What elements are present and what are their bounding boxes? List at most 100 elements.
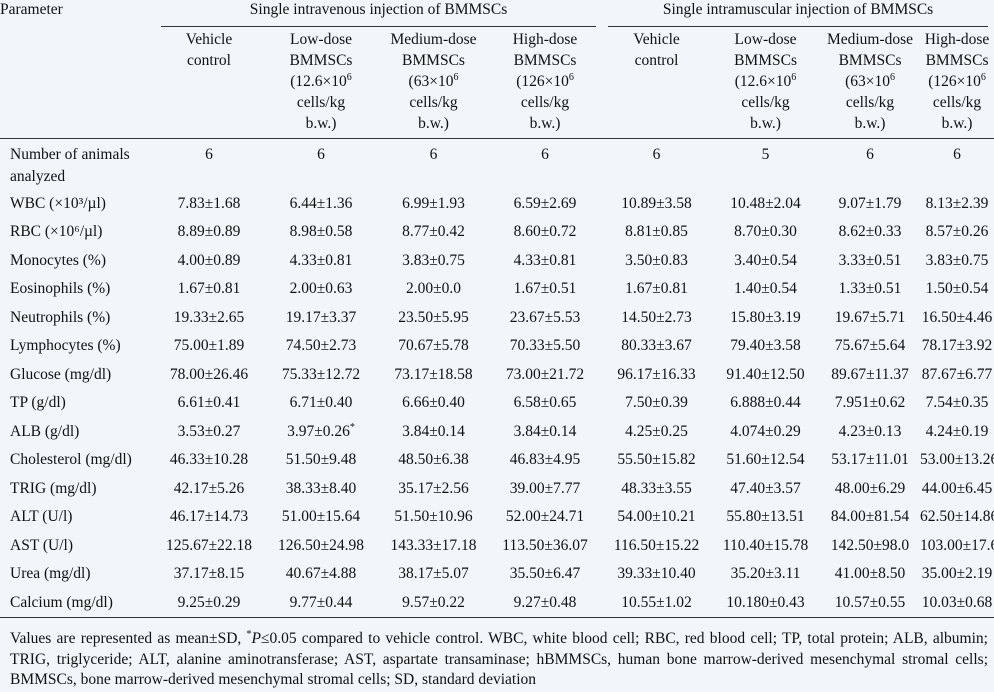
table-cell: 9.25±0.29 <box>177 593 241 611</box>
table-cell: 8.89±0.89 <box>177 223 241 240</box>
table-cell: 3.50±0.83 <box>625 251 688 269</box>
table-cell: 3.83±0.75 <box>925 251 989 269</box>
table-cell: 6 <box>429 145 438 163</box>
table-cell: 37.17±8.15 <box>173 565 245 582</box>
data-table: Parameter Single intravenous injection o… <box>0 0 994 618</box>
table-cell: 143.33±17.18 <box>390 536 477 554</box>
row-label: Urea (mg/dl) <box>10 565 91 582</box>
table-cell: 6.61±0.41 <box>177 394 241 411</box>
table-cell: 9.07±1.79 <box>838 194 902 212</box>
table-row: Urea (mg/dl) 37.17±8.15 40.67±4.88 38.17±5.… <box>0 560 994 589</box>
table-cell: 8.81±0.85 <box>625 223 688 240</box>
footnote-text: Values are represented as mean±SD, *P≤0.… <box>10 628 988 688</box>
table-cell: 8.57±0.26 <box>925 223 989 240</box>
table-cell: 3.84±0.14 <box>402 422 465 440</box>
table-cell: 47.40±3.57 <box>730 479 801 497</box>
table-cell: 70.33±5.50 <box>509 337 581 354</box>
table-cell: 73.17±18.58 <box>394 365 473 383</box>
table-cell: 6 <box>205 145 213 163</box>
column-header: Low-dose BMMSCs (12.6×106 cells/kg b.w.) <box>289 31 353 132</box>
table-cell: 55.80±13.51 <box>726 508 805 525</box>
table-cell: 126.50±24.98 <box>277 536 364 554</box>
header-divider <box>0 137 994 139</box>
table-row: Monocytes (%) 4.00±0.89 4.33±0.81 3.83±0.75… <box>0 247 994 276</box>
table-cell: 51.50±9.48 <box>285 451 357 468</box>
table-cell: 6 <box>652 145 661 163</box>
header-row-columns: Vehicle control Low-dose BMMSCs (12.6×106 cel… <box>0 29 994 138</box>
table-cell: 75.33±12.72 <box>281 365 361 383</box>
group-header-intravenous: Single intravenous injection of BMMSCs <box>155 0 602 29</box>
table-cell: 1.67±0.81 <box>177 280 241 297</box>
row-label: TP (g/dl) <box>10 394 66 411</box>
table-cell: 38.33±8.40 <box>285 479 357 497</box>
table-cell: 10.55±1.02 <box>621 593 692 611</box>
row-label: RBC (×10⁶/µl) <box>10 223 103 240</box>
table-cell: 6.59±2.69 <box>513 194 577 212</box>
table-cell: 110.40±15.78 <box>722 536 809 554</box>
table-cell: 48.00±6.29 <box>834 479 906 497</box>
table-cell: 35.17±2.56 <box>398 479 469 497</box>
table-cell: 15.80±3.19 <box>730 308 801 326</box>
table-cell: 80.33±3.67 <box>621 337 692 354</box>
column-header: Vehicle control <box>185 31 233 69</box>
row-label: ALB (g/dl) <box>10 422 80 440</box>
row-label: Neutrophils (%) <box>10 308 111 326</box>
table-cell: 52.00±24.71 <box>505 508 585 525</box>
table-cell: 62.50±14.86 <box>920 508 994 525</box>
table-cell: 48.50±6.38 <box>398 451 469 468</box>
table-cell: 3.84±0.14 <box>513 422 577 440</box>
table-cell: 44.00±6.45 <box>921 479 993 497</box>
table-cell: 89.67±11.37 <box>831 365 909 383</box>
table-cell: 51.50±10.96 <box>394 508 473 525</box>
row-label: Glucose (mg/dl) <box>10 365 112 383</box>
table-cell: 41.00±8.50 <box>834 565 906 582</box>
table-cell: 39.00±7.77 <box>509 479 581 497</box>
column-header: Vehicle control <box>633 31 680 69</box>
table-cell: 3.40±0.54 <box>734 251 797 269</box>
table-cell: 1.33±0.51 <box>838 280 902 297</box>
table-cell: 54.00±10.21 <box>617 508 696 525</box>
group-header-intramuscular-label: Single intramuscular injection of BMMSCs <box>662 1 934 18</box>
table-cell: 55.50±15.82 <box>617 451 696 468</box>
table-cell: 7.951±0.62 <box>834 394 906 411</box>
table-cell: 53.00±13.26 <box>920 451 994 468</box>
table-cell: 8.77±0.42 <box>402 223 465 240</box>
table-cell: 6.71±0.40 <box>289 394 353 411</box>
table-cell: 91.40±12.50 <box>726 365 805 383</box>
table-row: ALB (g/dl) 3.53±0.27 3.97±0.26* 3.84±0.14 3.… <box>0 418 994 447</box>
column-header: Medium-dose BMMSCs (63×106 cells/kg b.w.) <box>826 31 914 132</box>
table-cell: 6 <box>317 145 325 163</box>
column-header: High-dose BMMSCs (126×106 cells/kg b.w.) <box>924 31 990 132</box>
table-cell: 2.00±0.63 <box>289 280 353 297</box>
table-cell: 6.66±0.40 <box>402 394 465 411</box>
table-cell: 6 <box>953 145 961 163</box>
table-cell: 8.62±0.33 <box>838 223 902 240</box>
table-cell: 84.00±81.54 <box>830 508 910 525</box>
parameter-header: Parameter <box>0 1 63 18</box>
table-cell: 96.17±16.33 <box>617 365 696 383</box>
table-cell: 78.17±3.92 <box>921 337 993 354</box>
table-cell: 38.17±5.07 <box>398 565 469 582</box>
table-cell: 78.00±26.46 <box>169 365 249 383</box>
table-cell: 3.33±0.51 <box>838 251 902 269</box>
table-cell: 1.40±0.54 <box>734 280 797 297</box>
group-header-intramuscular: Single intramuscular injection of BMMSCs <box>602 0 994 29</box>
row-label: Number of animals analyzed <box>10 145 130 185</box>
table-cell: 23.50±5.95 <box>398 308 469 326</box>
footer-divider <box>0 617 994 618</box>
table-cell: 5 <box>761 145 770 163</box>
table-row: TP (g/dl) 6.61±0.41 6.71±0.40 6.66±0.40 6.58… <box>0 389 994 418</box>
table-cell: 8.98±0.58 <box>289 223 353 240</box>
table-cell: 4.24±0.19 <box>925 422 989 440</box>
table-row: Eosinophils (%) 1.67±0.81 2.00±0.63 2.00±0.… <box>0 275 994 304</box>
group-header-intravenous-label: Single intravenous injection of BMMSCs <box>249 1 508 18</box>
table-row: TRIG (mg/dl) 42.17±5.26 38.33±8.40 35.17±2.… <box>0 475 994 504</box>
table-cell: 8.70±0.30 <box>734 223 797 240</box>
table-cell: 8.13±2.39 <box>925 194 989 212</box>
table-cell: 39.33±10.40 <box>617 565 696 582</box>
table-cell: 4.074±0.29 <box>730 422 801 440</box>
table-cell: 3.83±0.75 <box>402 251 465 269</box>
table-cell: 10.180±0.43 <box>726 593 805 611</box>
table-body: Number of animals analyzed 6 6 6 6 6 5 6 6 WBC (×… <box>0 139 994 618</box>
